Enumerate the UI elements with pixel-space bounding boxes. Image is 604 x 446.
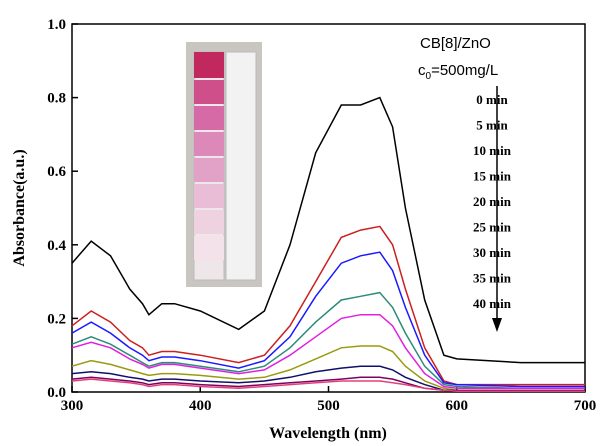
series-line xyxy=(71,378,585,393)
inset-photo xyxy=(186,42,262,287)
x-axis-label: Wavelength (nm) xyxy=(269,425,387,442)
series-label: 10 min xyxy=(473,143,512,158)
series-label: 5 min xyxy=(476,118,508,133)
series-line xyxy=(71,313,585,390)
y-tick-label: 0.4 xyxy=(47,238,66,254)
series-line xyxy=(71,345,585,391)
series-line xyxy=(71,291,585,390)
x-tick-label: 400 xyxy=(189,398,212,414)
series-label: 20 min xyxy=(473,194,512,209)
y-tick-label: 0.0 xyxy=(47,385,66,401)
series-label: 30 min xyxy=(473,245,512,260)
annotation: c xyxy=(418,62,426,79)
series-label: 15 min xyxy=(473,169,512,184)
series-label: 35 min xyxy=(473,271,512,286)
series-line xyxy=(71,96,585,364)
y-tick-label: 0.6 xyxy=(47,164,66,180)
x-tick-label: 300 xyxy=(61,398,84,414)
annotation: =500mg/L xyxy=(431,62,498,79)
series-line xyxy=(71,225,585,386)
y-tick-label: 0.2 xyxy=(47,311,66,327)
series-label: 40 min xyxy=(473,296,512,311)
x-tick-label: 700 xyxy=(574,398,597,414)
annotation: 0 xyxy=(426,71,432,82)
series-label: 25 min xyxy=(473,220,512,235)
series-line xyxy=(71,251,585,388)
y-tick-label: 1.0 xyxy=(47,17,66,33)
y-axis-label: Absorbance(a.u.) xyxy=(11,149,28,266)
annotation: CB[8]/ZnO xyxy=(420,35,491,52)
series-label: 0 min xyxy=(476,92,508,107)
series-line xyxy=(71,365,585,392)
x-tick-label: 600 xyxy=(446,398,469,414)
y-tick-label: 0.8 xyxy=(47,91,66,107)
annotation: c0=500mg/L xyxy=(418,62,498,82)
arrow xyxy=(492,86,502,332)
x-tick-label: 500 xyxy=(317,398,340,414)
